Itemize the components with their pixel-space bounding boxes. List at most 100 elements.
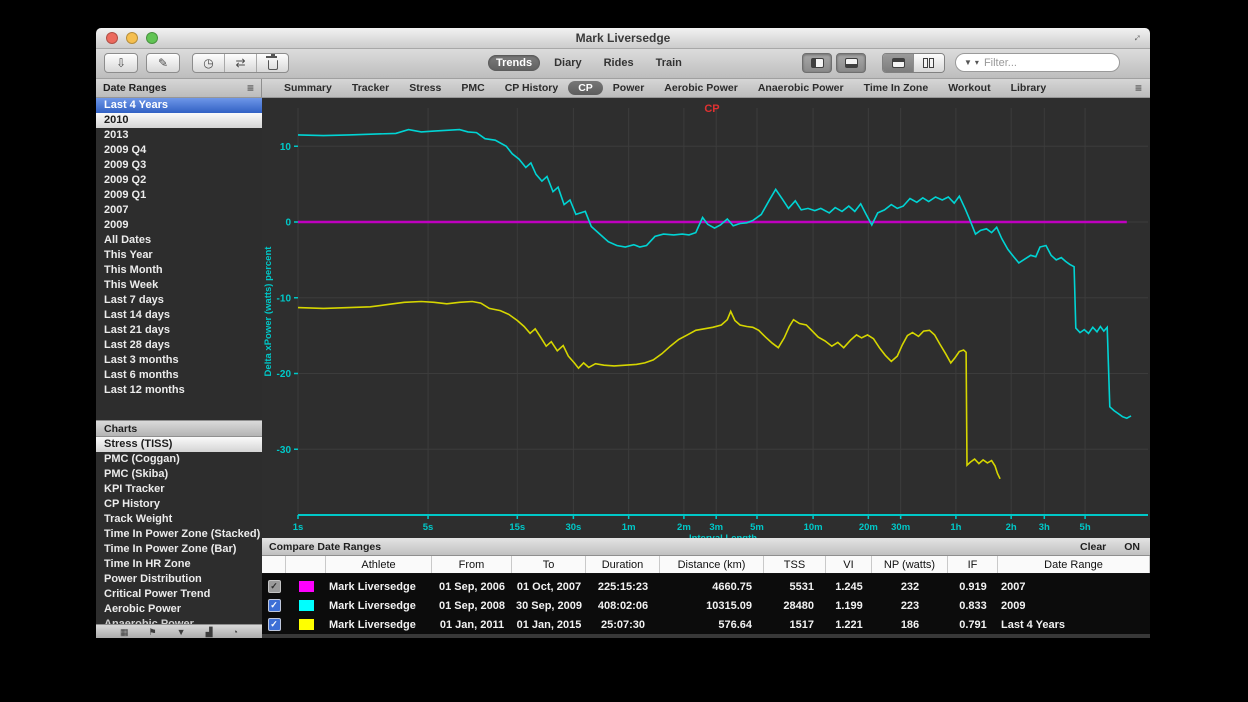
tabbed-view-button[interactable] bbox=[883, 54, 913, 72]
tab-time-in-zone[interactable]: Time In Zone bbox=[863, 82, 929, 94]
chart-item-power-distribution[interactable]: Power Distribution bbox=[104, 573, 202, 585]
row-checkbox[interactable]: ✓ bbox=[267, 599, 281, 612]
sidebar-item-this-week[interactable]: This Week bbox=[104, 279, 159, 291]
sidebar-item-this-year[interactable]: This Year bbox=[104, 249, 153, 261]
sidebar-item-last-28-days[interactable]: Last 28 days bbox=[104, 339, 171, 351]
bookmark-icon[interactable]: ⚑ bbox=[148, 626, 157, 637]
tab-summary[interactable]: Summary bbox=[284, 82, 332, 94]
cell-checkbox-cell: ✓ bbox=[262, 599, 286, 612]
column-header-blank-0 bbox=[262, 556, 286, 573]
tabs-menu-icon: ≡ bbox=[1134, 81, 1142, 95]
sidebar-item-2010[interactable]: 2010 bbox=[96, 113, 262, 128]
chart-item-pmc-skiba[interactable]: PMC (Skiba) bbox=[104, 468, 169, 480]
sidebar-item-last-12-months[interactable]: Last 12 months bbox=[104, 384, 185, 396]
table-row[interactable]: ✓ Mark Liversedge 01 Sep, 2006 01 Oct, 2007… bbox=[262, 577, 1150, 596]
tab-library[interactable]: Library bbox=[1010, 82, 1047, 94]
sidebar-item-last-7-days[interactable]: Last 7 days bbox=[104, 294, 164, 306]
compare-on-toggle[interactable]: ON bbox=[1124, 540, 1140, 553]
column-header-vi: VI bbox=[826, 556, 872, 573]
tab-stress[interactable]: Stress bbox=[409, 82, 442, 94]
filter-icon[interactable]: ▼ bbox=[176, 626, 186, 637]
calendar-icon[interactable]: ▦ bbox=[120, 626, 129, 637]
toggle-sidebar-button[interactable] bbox=[802, 53, 832, 73]
tab-workout[interactable]: Workout bbox=[948, 82, 991, 94]
zoom-window-button[interactable] bbox=[146, 32, 158, 44]
svg-text:10m: 10m bbox=[804, 522, 823, 533]
chart-title: CP bbox=[704, 103, 719, 115]
chart-item-aerobic-power[interactable]: Aerobic Power bbox=[104, 603, 182, 615]
row-checkbox[interactable]: ✓ bbox=[267, 580, 281, 593]
sidebar-item-2009[interactable]: 2009 bbox=[104, 219, 129, 231]
compare-clear-button[interactable]: Clear bbox=[1079, 540, 1107, 553]
minimize-window-button[interactable] bbox=[126, 32, 138, 44]
chart-item-stress-tiss[interactable]: Stress (TISS) bbox=[96, 437, 262, 452]
sidebar-item-all-dates[interactable]: All Dates bbox=[104, 234, 152, 246]
edit-button[interactable]: ✎ bbox=[146, 53, 180, 73]
sidebar-item-2007[interactable]: 2007 bbox=[104, 204, 129, 216]
table-row[interactable]: ✓ Mark Liversedge 01 Jan, 2011 01 Jan, 2015… bbox=[262, 615, 1150, 634]
sidebar-item-last-3-months[interactable]: Last 3 months bbox=[104, 354, 179, 366]
cell-date-range: 2007 bbox=[1001, 580, 1026, 593]
sidebar-item-2013[interactable]: 2013 bbox=[104, 129, 129, 141]
chart-item-time-in-power-zone-stacked[interactable]: Time In Power Zone (Stacked) bbox=[104, 528, 261, 540]
svg-text:-10: -10 bbox=[277, 293, 292, 304]
date-ranges-menu-icon[interactable]: ≡ bbox=[246, 81, 254, 95]
chart-icon[interactable]: ▟ bbox=[205, 626, 213, 637]
title-bar: Mark Liversedge ↔ bbox=[96, 28, 1150, 49]
table-row[interactable]: ✓ Mark Liversedge 01 Sep, 2008 30 Sep, 2009… bbox=[262, 596, 1150, 615]
stopwatch-button[interactable]: ◷ bbox=[193, 54, 224, 72]
tab-cp-history[interactable]: CP History bbox=[504, 82, 559, 94]
tab-anaerobic-power[interactable]: Anaerobic Power bbox=[757, 82, 844, 94]
tab-cp[interactable]: CP bbox=[568, 81, 603, 95]
filter-input[interactable] bbox=[981, 55, 1128, 70]
compare-panel: Compare Date Ranges Clear ON Athlete From… bbox=[262, 538, 1150, 638]
series-2009 bbox=[297, 128, 1132, 420]
cp-chart: 1s5s15s30s1m2m3m5m10m20m30m1h2h3h5hInter… bbox=[262, 98, 1150, 544]
fullscreen-icon[interactable]: ↔ bbox=[1128, 28, 1145, 46]
toggle-bottom-panel-button[interactable] bbox=[836, 53, 866, 73]
chart-item-critical-power-trend[interactable]: Critical Power Trend bbox=[104, 588, 211, 600]
tab-tracker[interactable]: Tracker bbox=[351, 82, 390, 94]
chart-item-cp-history[interactable]: CP History bbox=[104, 498, 161, 510]
sidebar-item-2009-q4[interactable]: 2009 Q4 bbox=[104, 144, 147, 156]
row-checkbox[interactable]: ✓ bbox=[267, 618, 281, 631]
chart-item-track-weight[interactable]: Track Weight bbox=[104, 513, 173, 525]
nav-train[interactable]: Train bbox=[655, 57, 682, 69]
nav-diary[interactable]: Diary bbox=[554, 57, 582, 69]
filter-field[interactable]: ▼ ▾ bbox=[955, 53, 1128, 72]
sidebar-item-2009-q3[interactable]: 2009 Q3 bbox=[104, 159, 147, 171]
chart-item-pmc-coggan[interactable]: PMC (Coggan) bbox=[104, 453, 180, 465]
tab-menu[interactable]: ≡ bbox=[1135, 79, 1150, 97]
cell-np: 186 bbox=[900, 618, 920, 631]
delete-button[interactable] bbox=[256, 53, 288, 72]
sidebar-item-2009-q2[interactable]: 2009 Q2 bbox=[104, 174, 147, 186]
main-toolbar: ⇩ ✎ ◷ ⇄ Trends Diary Rides Train ▼ ▾ bbox=[96, 49, 1150, 79]
chart-item-time-in-hr-zone[interactable]: Time In HR Zone bbox=[104, 558, 191, 570]
tab-aerobic-power[interactable]: Aerobic Power bbox=[664, 82, 738, 94]
download-button[interactable]: ⇩ bbox=[104, 53, 138, 73]
y-axis-label: Delta xPower (watts) percent bbox=[263, 246, 274, 377]
nav-trends[interactable]: Trends bbox=[488, 55, 541, 71]
tab-power[interactable]: Power bbox=[612, 82, 645, 94]
nav-rides[interactable]: Rides bbox=[603, 57, 634, 69]
close-window-button[interactable] bbox=[106, 32, 118, 44]
chart-item-kpi-tracker[interactable]: KPI Tracker bbox=[104, 483, 165, 495]
split-button[interactable]: ⇄ bbox=[224, 54, 256, 72]
compare-titlebar: Compare Date Ranges Clear ON bbox=[262, 538, 1150, 556]
gauge-icon[interactable]: ◔ bbox=[232, 626, 238, 637]
column-header-date-range: Date Range bbox=[998, 556, 1150, 573]
sidebar-item-last-6-months[interactable]: Last 6 months bbox=[104, 369, 179, 381]
cell-tss: 28480 bbox=[783, 599, 814, 612]
tab-pmc[interactable]: PMC bbox=[461, 82, 485, 94]
sidebar-item-last-4-years[interactable]: Last 4 Years bbox=[96, 98, 262, 113]
cell-tss: 1517 bbox=[789, 618, 814, 631]
chart-item-anaerobic-power[interactable]: Anaerobic Power bbox=[104, 618, 194, 625]
sidebar-item-last-21-days[interactable]: Last 21 days bbox=[104, 324, 171, 336]
sidebar-item-this-month[interactable]: This Month bbox=[104, 264, 163, 276]
tiled-view-button[interactable] bbox=[913, 54, 944, 72]
chart-item-time-in-power-zone-bar[interactable]: Time In Power Zone (Bar) bbox=[104, 543, 237, 555]
sidebar-item-2009-q1[interactable]: 2009 Q1 bbox=[104, 189, 147, 201]
app-window: Mark Liversedge ↔ ⇩ ✎ ◷ ⇄ Trends Diary Rid… bbox=[96, 28, 1150, 638]
cell-duration: 225:15:23 bbox=[597, 580, 649, 593]
sidebar-item-last-14-days[interactable]: Last 14 days bbox=[104, 309, 171, 321]
